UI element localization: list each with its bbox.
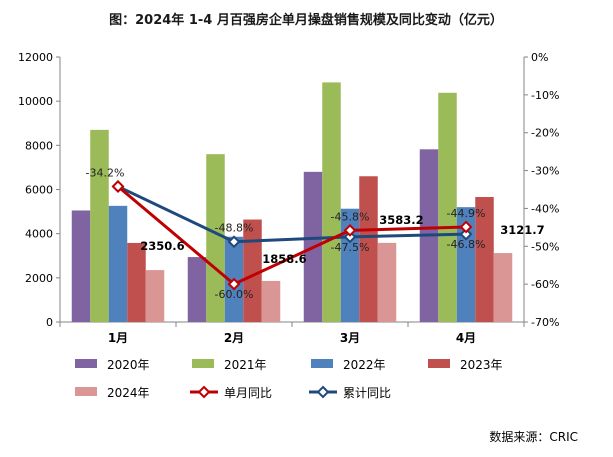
marker-累计同比-4月 [459,227,473,241]
cumulative-yoy-label: -47.5% [331,241,370,254]
legend-swatch-2024年 [75,387,97,396]
bar-2021年-3月 [322,82,341,322]
y-right-axis-ticks: 0% -10% -20% -30% -40% -50% -60% -70% [524,51,559,329]
y-left-tick-label: 4000 [25,228,53,241]
y-left-tick-label: 6000 [25,184,53,197]
y-right-tick-label: -30% [531,165,559,178]
legend-swatch-2023年 [428,359,450,368]
legend-label-2020年: 2020年 [107,358,150,372]
monthly-yoy-label: -44.9% [447,207,486,220]
bar-2024年-3月 [377,242,397,322]
legend-label-单月同比: 单月同比 [224,386,272,400]
cumulative-yoy-label: -34.2% [86,166,125,179]
bar-2020年-1月 [71,210,91,322]
legend-label-2024年: 2024年 [107,386,150,400]
legend-swatch-2022年 [311,359,333,368]
bar-2020年-2月 [187,257,207,322]
line-单月同比 [117,185,467,286]
monthly-yoy-label: -45.8% [331,210,370,223]
cumulative-yoy-label: -46.8% [447,238,486,251]
y-left-tick-label: 0 [46,316,53,329]
y-right-tick-label: -50% [531,240,559,253]
bar-2022年-1月 [108,205,128,322]
y-right-tick-label: 0% [531,51,548,64]
bar-2024-value-label: 3583.2 [379,213,423,227]
legend-label-2023年: 2023年 [460,358,503,372]
x-tick-label: 1月 [108,331,128,345]
bar-2024年-4月 [493,253,513,322]
data-labels-group: -34.2% -48.8% -47.5% -46.8% -60.0% -45.8% -44.… [86,166,545,301]
bar-2023年-4月 [475,197,494,322]
x-tick-label: 2月 [224,331,244,345]
bar-2024-value-label: 3121.7 [500,223,544,237]
line-series-group [111,180,473,291]
marker-单月同比-1月 [111,180,125,193]
bar-2024年-1月 [145,270,165,322]
cumulative-yoy-label: -48.8% [215,222,254,235]
legend: 2020年 2021年 2022年 2023年 2024年 单月同比 累计同比 [75,358,503,400]
y-left-tick-label: 2000 [25,272,53,285]
marker-累计同比-2月 [227,235,241,249]
chart-title: 图：2024年 1-4 月百强房企单月操盘销售规模及同比变动（亿元） [109,12,503,28]
bar-2024年-2月 [261,280,281,322]
legend-label-2021年: 2021年 [224,358,267,372]
y-right-tick-label: -20% [531,127,559,140]
x-axis-ticks: 1月 2月 3月 4月 [59,322,525,345]
legend-label-累计同比: 累计同比 [343,386,391,400]
bar-2023年-1月 [127,242,146,322]
y-left-tick-label: 12000 [18,51,53,64]
legend-marker-累计同比 [316,385,330,399]
marker-单月同比-2月 [227,277,241,291]
bar-2021年-2月 [206,154,225,322]
bar-2021年-1月 [90,129,109,322]
bar-2023年-3月 [359,176,378,322]
y-left-tick-label: 10000 [18,95,53,108]
bar-2024-value-label: 2350.6 [140,239,184,253]
source-note: 数据来源：CRIC [489,429,578,444]
marker-单月同比-3月 [343,223,357,237]
legend-swatch-2021年 [192,359,214,368]
y-left-axis-ticks: 0 2000 4000 6000 8000 10000 12000 [18,51,60,329]
x-tick-label: 4月 [456,331,476,345]
y-right-tick-label: -10% [531,89,559,102]
y-left-tick-label: 8000 [25,139,53,152]
line-累计同比 [117,185,467,244]
bar-2024-value-label: 1858.6 [262,252,306,266]
y-right-tick-label: -70% [531,316,559,329]
marker-累计同比-3月 [343,230,357,244]
legend-label-2022年: 2022年 [343,358,386,372]
x-tick-label: 3月 [340,331,360,345]
bar-2023年-2月 [243,219,262,322]
monthly-yoy-label: -60.0% [215,288,254,301]
y-right-tick-label: -60% [531,278,559,291]
y-right-tick-label: -40% [531,202,559,215]
legend-marker-单月同比 [197,385,211,399]
bar-2021年-4月 [438,92,457,323]
legend-swatch-2020年 [75,359,97,368]
marker-单月同比-4月 [459,220,473,234]
